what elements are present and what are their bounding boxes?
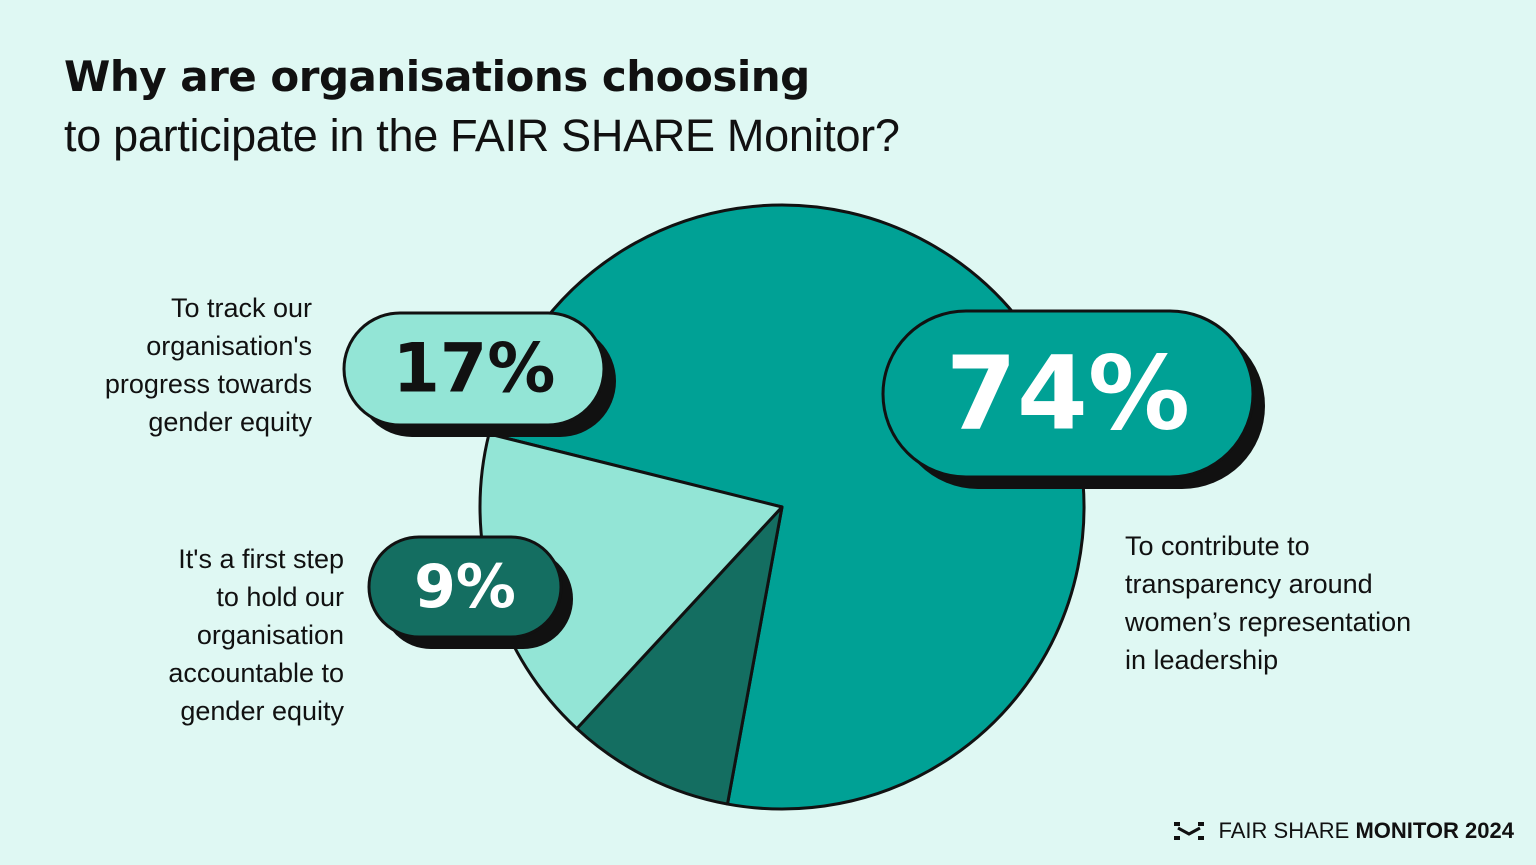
chart-subtitle: to participate in the FAIR SHARE Monitor… <box>64 110 900 161</box>
value-pill-9-body <box>367 535 563 639</box>
footer-brand-bold: MONITOR 2024 <box>1355 818 1514 843</box>
footer-brand-light: FAIR SHARE <box>1218 818 1350 843</box>
value-pill-74-body <box>881 309 1255 479</box>
pie-slice-first-step <box>575 505 784 806</box>
fair-share-logo-icon <box>1173 822 1204 840</box>
slice-label-transparency: To contribute to transparency around wom… <box>1125 531 1412 675</box>
slice-label-first-step: It's a first step to hold our organisati… <box>168 544 344 726</box>
value-pill-9-text: 9% <box>414 552 516 622</box>
value-pill-17-text: 17% <box>393 330 556 409</box>
pie-slices <box>478 203 1086 811</box>
value-pill-9: 9% <box>367 535 573 649</box>
slice-label-track-progress: To track our organisation's progress tow… <box>104 293 312 437</box>
value-pill-17-body <box>342 311 606 427</box>
value-pill-74-text: 74% <box>946 335 1190 454</box>
chart-title: Why are organisations choosing <box>64 52 810 101</box>
value-pills: 74% 17% 9% <box>342 309 1265 649</box>
footer-brand: FAIR SHARE MONITOR 2024 <box>1173 818 1514 844</box>
value-pill-17: 17% <box>342 311 616 437</box>
value-pill-74: 74% <box>881 309 1265 489</box>
